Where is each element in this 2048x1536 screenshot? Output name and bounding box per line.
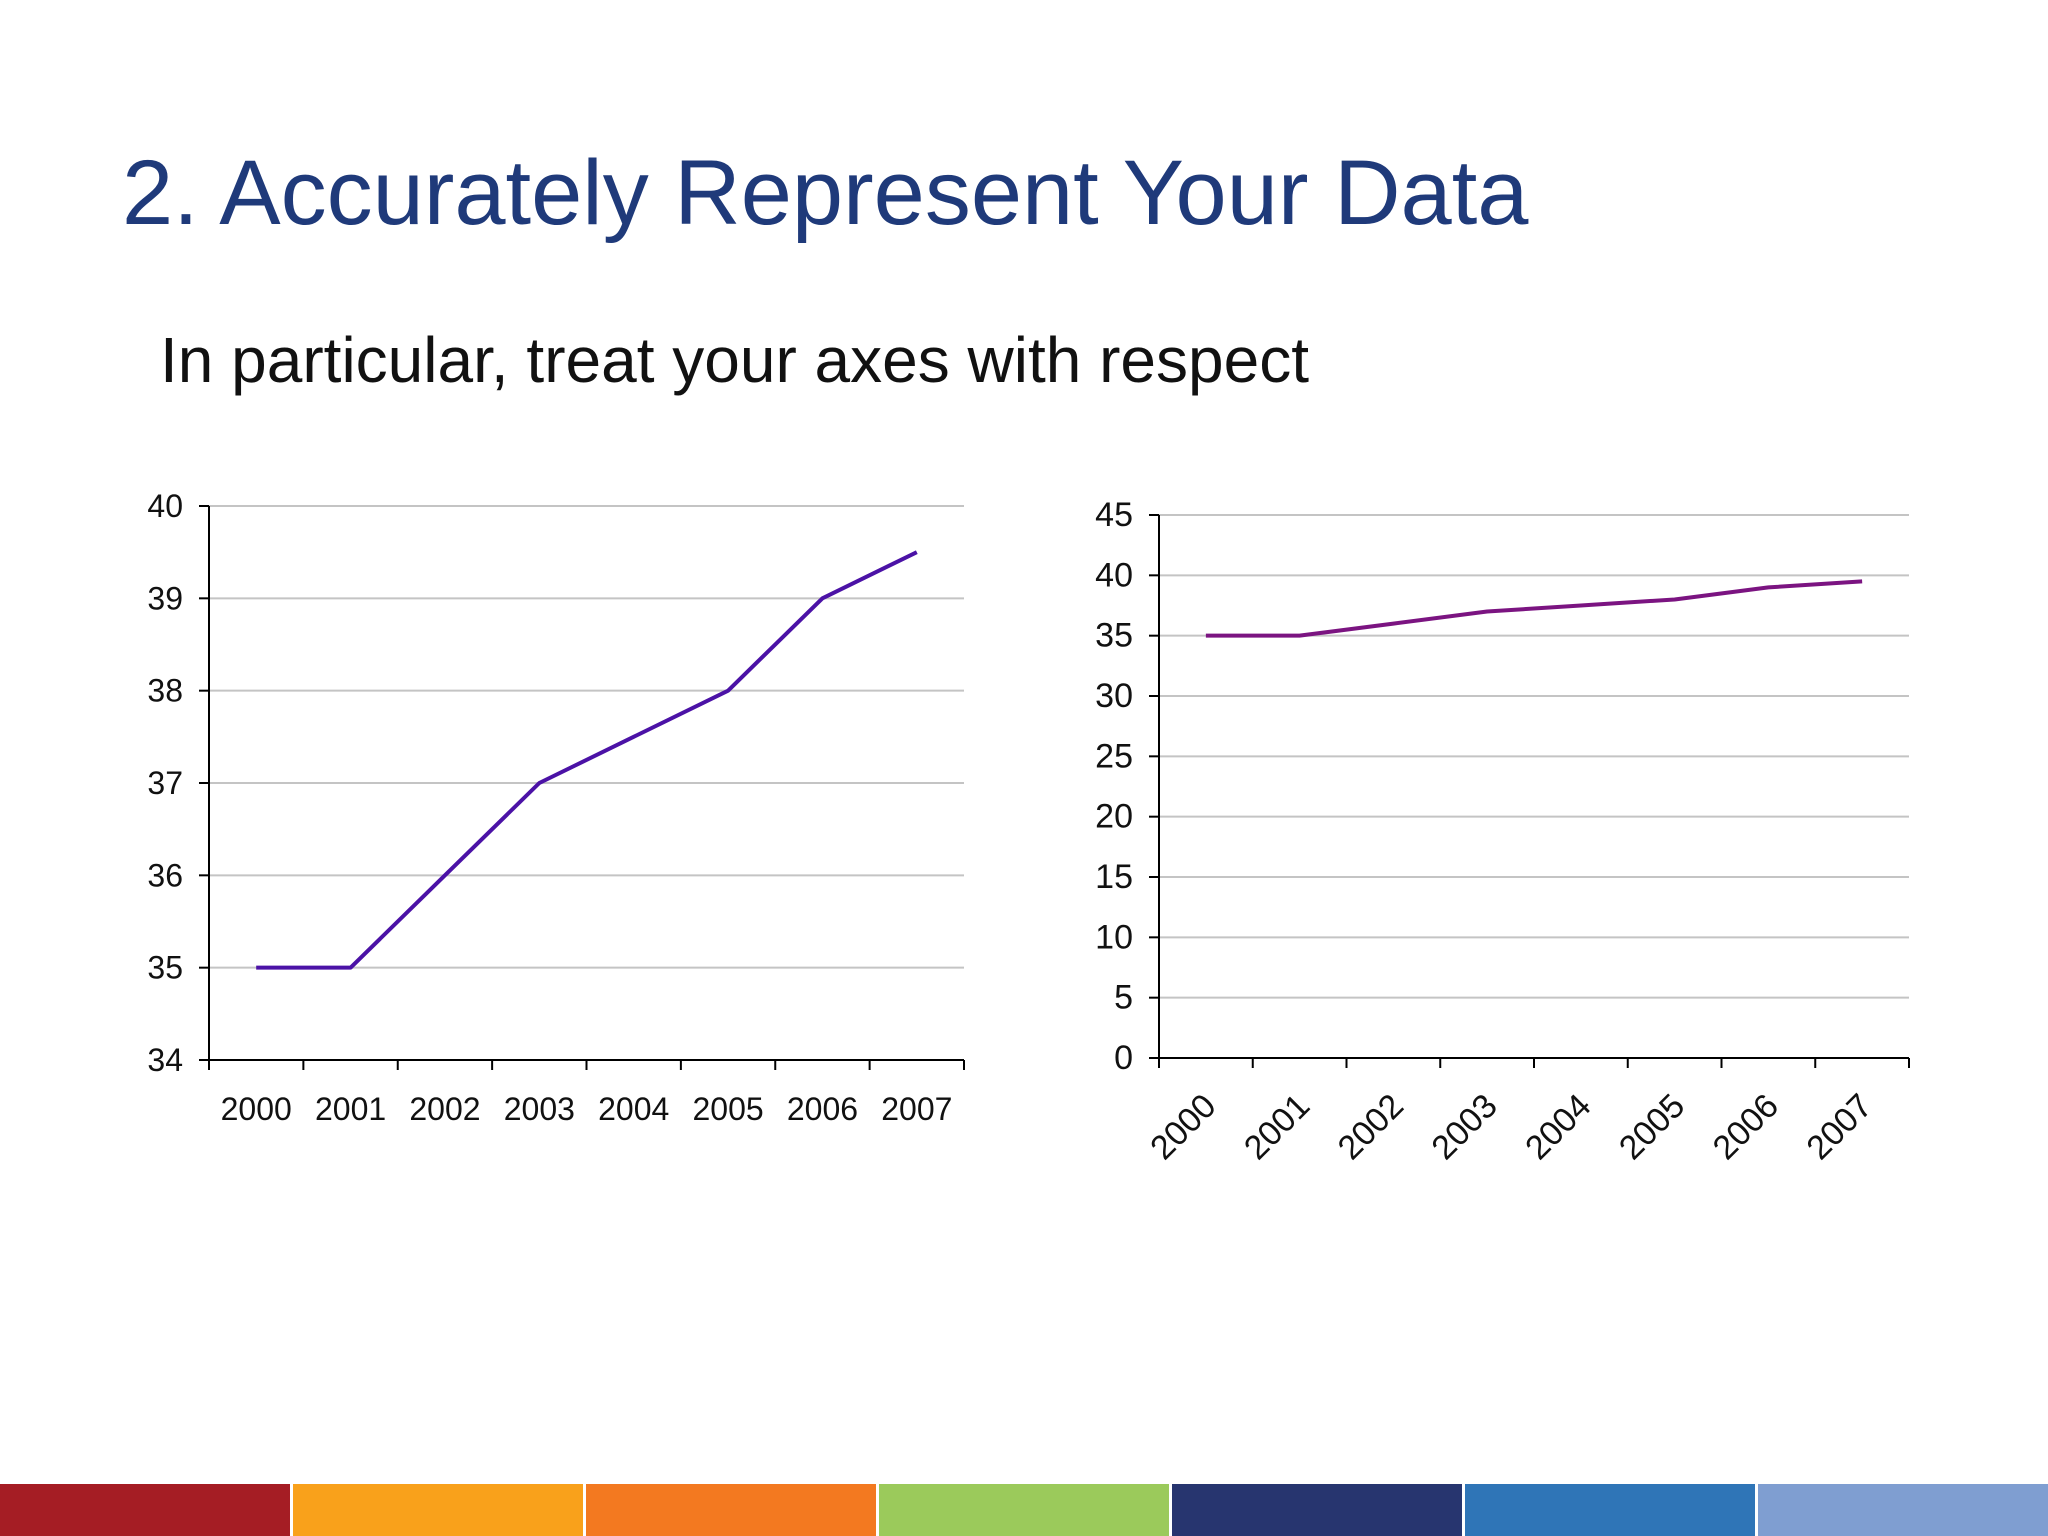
y-tick-label: 45 <box>1095 496 1133 534</box>
x-tick-label: 2004 <box>1518 1087 1598 1167</box>
footer-segment <box>1758 1484 2048 1536</box>
y-tick-label: 40 <box>1095 556 1133 594</box>
y-tick-label: 25 <box>1095 737 1133 775</box>
x-tick-label: 2001 <box>315 1091 386 1127</box>
footer-segment <box>0 1484 293 1536</box>
x-tick-label: 2005 <box>1612 1087 1692 1167</box>
y-tick-label: 36 <box>147 857 183 893</box>
x-tick-label: 2000 <box>221 1091 292 1127</box>
slide-subtitle: In particular, treat your axes with resp… <box>160 324 1309 396</box>
footer-segment <box>586 1484 879 1536</box>
y-tick-label: 10 <box>1095 918 1133 956</box>
footer-segment <box>1465 1484 1758 1536</box>
footer-segment <box>293 1484 586 1536</box>
y-tick-label: 35 <box>1095 617 1133 655</box>
series-line <box>1205 579 1863 638</box>
y-tick-label: 0 <box>1114 1039 1133 1077</box>
line-chart-narrow-axis: 34 35 36 37 38 39 40 2000 2001 2002 2003 2004 2005 20… <box>147 488 965 1127</box>
x-tick-label: 2002 <box>1331 1087 1411 1167</box>
y-tick-label: 15 <box>1095 858 1133 896</box>
x-tick-label: 2006 <box>787 1091 858 1127</box>
x-tick-label: 2007 <box>881 1091 952 1127</box>
x-tick-label: 2001 <box>1237 1087 1317 1167</box>
x-tick-label: 2003 <box>1424 1087 1504 1167</box>
x-tick-label: 2006 <box>1706 1087 1786 1167</box>
y-tick-label: 5 <box>1114 979 1133 1017</box>
x-tick-label: 2004 <box>598 1091 669 1127</box>
y-tick-label: 39 <box>147 580 183 616</box>
x-tick-label: 2003 <box>504 1091 575 1127</box>
x-tick-label: 2007 <box>1799 1087 1879 1167</box>
footer-segment <box>879 1484 1172 1536</box>
x-tick-label: 2002 <box>409 1091 480 1127</box>
slide-title: 2. Accurately Represent Your Data <box>122 142 1529 244</box>
footer-color-bar <box>0 1484 2048 1536</box>
y-tick-label: 37 <box>147 765 183 801</box>
series-line <box>256 550 918 970</box>
x-tick-label: 2005 <box>692 1091 763 1127</box>
y-tick-label: 35 <box>147 950 183 986</box>
y-tick-label: 30 <box>1095 677 1133 715</box>
y-tick-label: 38 <box>147 673 183 709</box>
y-tick-label: 40 <box>147 488 183 524</box>
x-tick-label: 2000 <box>1143 1087 1223 1167</box>
y-tick-label: 20 <box>1095 798 1133 836</box>
footer-segment <box>1172 1484 1465 1536</box>
y-tick-label: 34 <box>147 1042 183 1078</box>
